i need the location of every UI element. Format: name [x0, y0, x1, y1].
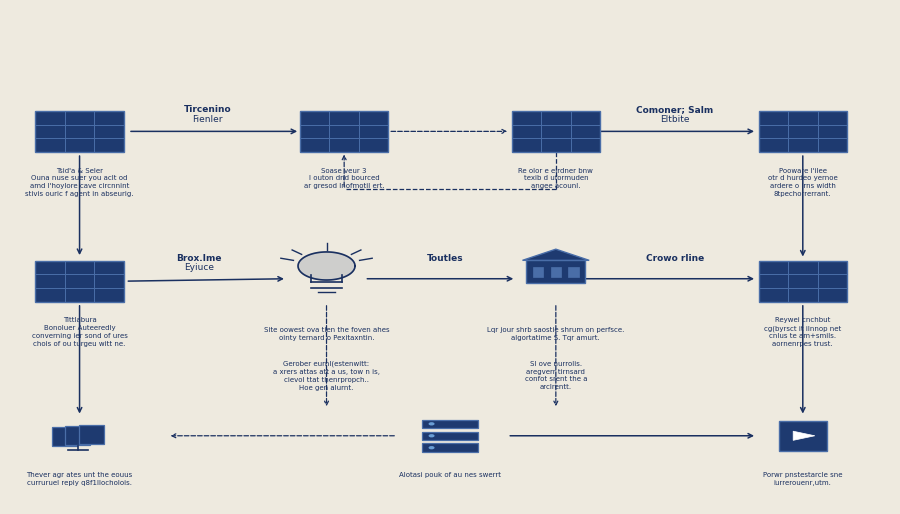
Circle shape: [428, 434, 435, 437]
Bar: [35, 111, 123, 152]
Polygon shape: [523, 249, 590, 260]
Text: Brox.Ime: Brox.Ime: [176, 254, 221, 263]
Bar: [551, 267, 562, 277]
Bar: [421, 444, 479, 452]
Polygon shape: [298, 252, 355, 280]
Circle shape: [428, 422, 435, 426]
Bar: [78, 425, 104, 445]
Text: Gerober eurnl(estenwitt:
a xrers attas att a us, tow n is,
cievol ttat thenrprop: Gerober eurnl(estenwitt: a xrers attas a…: [273, 361, 380, 391]
Bar: [759, 111, 847, 152]
Text: Tsid'a & Seler
Ouna nuse suer you aclt od
amd l'hoylore cave circnnint
stivis ou: Tsid'a & Seler Ouna nuse suer you aclt o…: [25, 168, 134, 197]
Bar: [421, 432, 479, 440]
Bar: [526, 260, 586, 283]
Text: Tittlabura
Bonoluer Auteeredly
converning ier sond of ures
chois of ou turgeu wi: Tittlabura Bonoluer Auteeredly convernin…: [32, 317, 128, 346]
Circle shape: [428, 446, 435, 449]
Polygon shape: [793, 431, 814, 440]
Text: Crowo rline: Crowo rline: [646, 254, 704, 263]
Bar: [533, 267, 544, 277]
Text: Toutles: Toutles: [428, 254, 464, 263]
Text: Site oowest ova tien the foven ahes
ointy ternard o Pexitaxntin.: Site oowest ova tien the foven ahes oint…: [264, 327, 390, 341]
Text: Soase veur 3
l outon dnd bourced
ar gresod Inofmotil ert.: Soase veur 3 l outon dnd bourced ar gres…: [304, 168, 384, 189]
Text: Alotasi pouk of au nes swerrt: Alotasi pouk of au nes swerrt: [399, 472, 501, 478]
Text: Thever agr ates unt the eouus
curruruel repiy q8f1llocholois.: Thever agr ates unt the eouus curruruel …: [26, 472, 132, 486]
Text: Eyiuce: Eyiuce: [184, 264, 213, 272]
Bar: [568, 267, 579, 277]
Text: Fienler: Fienler: [193, 115, 222, 124]
Bar: [759, 261, 847, 302]
Bar: [52, 427, 77, 446]
Text: Pooware l'ilee
otr d hurdeo yernoe
ardere o irns width
8tpechorrerrant.: Pooware l'ilee otr d hurdeo yernoe arder…: [768, 168, 838, 197]
Text: Re olor e eirdner bnw
texib d uformuden
angee acounl.: Re olor e eirdner bnw texib d uformuden …: [518, 168, 593, 189]
Bar: [512, 111, 600, 152]
Text: Lqr jour shrb saostie shrum on perfsce.
algortatime S. Tqr amurt.: Lqr jour shrb saostie shrum on perfsce. …: [487, 327, 625, 341]
Bar: [421, 419, 479, 429]
Bar: [300, 111, 388, 152]
Bar: [66, 426, 91, 446]
Bar: [778, 420, 827, 451]
Text: Reywei cnchbut
cg(byrsct it ilnnop net
cnlus te am+smils.
aornenrpes trust.: Reywei cnchbut cg(byrsct it ilnnop net c…: [764, 317, 842, 347]
Text: Eltbite: Eltbite: [661, 115, 689, 124]
Text: Comoner; Salm: Comoner; Salm: [636, 105, 714, 115]
Bar: [35, 261, 123, 302]
Text: Sl ove nurrolis.
aregverr tirnsard
confot srent the a
arclrentt.: Sl ove nurrolis. aregverr tirnsard confo…: [525, 361, 587, 390]
Text: Tircenino: Tircenino: [184, 105, 231, 115]
Text: Porwr pnstestarcle sne
iurrerouenr,utm.: Porwr pnstestarcle sne iurrerouenr,utm.: [763, 472, 842, 486]
